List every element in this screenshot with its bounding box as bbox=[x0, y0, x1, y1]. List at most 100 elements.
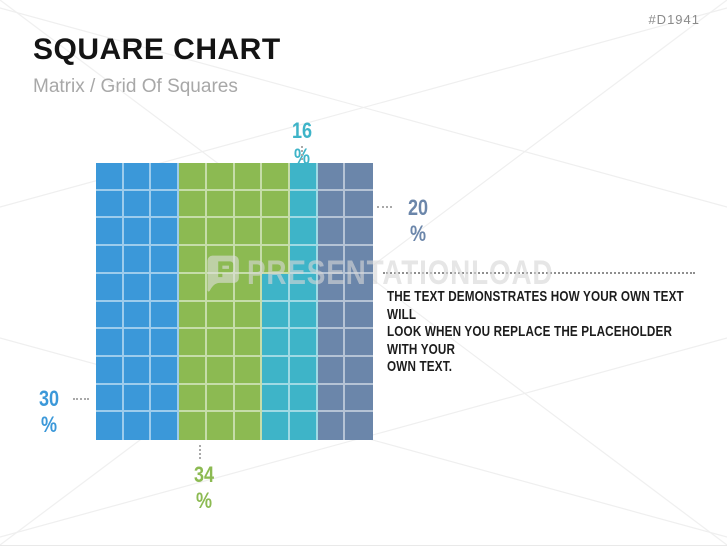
grid-cell bbox=[289, 301, 318, 330]
grid-cell bbox=[317, 218, 346, 247]
grid-cell bbox=[317, 356, 346, 385]
grid-cell bbox=[96, 412, 124, 440]
grid-cell bbox=[123, 412, 152, 440]
grid-cell bbox=[289, 246, 318, 274]
grid-cell bbox=[206, 218, 235, 247]
leader-line-slate bbox=[377, 206, 392, 208]
grid-cell bbox=[206, 190, 235, 219]
grid-cell bbox=[262, 246, 290, 274]
grid-cell bbox=[345, 356, 373, 385]
grid-cell bbox=[123, 384, 152, 413]
grid-cell bbox=[262, 301, 290, 330]
grid-cell bbox=[234, 190, 263, 219]
grid-cell bbox=[151, 163, 180, 191]
grid-cell bbox=[179, 329, 207, 357]
placeholder-text-line: LOOK WHEN YOU REPLACE THE PLACEHOLDER WI… bbox=[387, 323, 673, 358]
grid-cell bbox=[123, 218, 152, 247]
grid-cell bbox=[345, 301, 373, 330]
grid-cell bbox=[289, 163, 318, 191]
grid-cell bbox=[179, 273, 207, 302]
grid-cell bbox=[317, 273, 346, 302]
placeholder-text: THE TEXT DEMONSTRATES HOW YOUR OWN TEXT … bbox=[387, 288, 699, 376]
grid-cell bbox=[151, 273, 180, 302]
grid-cell bbox=[123, 190, 152, 219]
grid-cell bbox=[123, 356, 152, 385]
leader-line-green bbox=[199, 445, 201, 459]
grid-cell bbox=[345, 218, 373, 247]
grid-cell bbox=[234, 384, 263, 413]
grid-cell bbox=[262, 218, 290, 247]
grid-cell bbox=[234, 356, 263, 385]
grid-cell bbox=[151, 384, 180, 413]
grid-cell bbox=[289, 329, 318, 357]
grid-cell bbox=[179, 301, 207, 330]
grid-cell bbox=[96, 218, 124, 247]
grid-cell bbox=[234, 301, 263, 330]
grid-cell bbox=[96, 190, 124, 219]
grid-cell bbox=[345, 273, 373, 302]
grid-cell bbox=[289, 384, 318, 413]
grid-cell bbox=[151, 329, 180, 357]
grid-cell bbox=[151, 190, 180, 219]
grid-cell bbox=[234, 246, 263, 274]
grid-cell bbox=[234, 163, 263, 191]
grid-cell bbox=[345, 190, 373, 219]
grid-cell bbox=[123, 301, 152, 330]
leader-line-teal bbox=[301, 146, 303, 160]
grid-cell bbox=[206, 163, 235, 191]
grid-cell bbox=[289, 356, 318, 385]
waffle-grid bbox=[96, 163, 373, 440]
grid-cell bbox=[262, 384, 290, 413]
grid-cell bbox=[262, 412, 290, 440]
grid-cell bbox=[96, 163, 124, 191]
grid-cell bbox=[262, 356, 290, 385]
grid-cell bbox=[151, 356, 180, 385]
grid-cell bbox=[151, 412, 180, 440]
grid-cell bbox=[317, 301, 346, 330]
grid-cell bbox=[123, 273, 152, 302]
grid-cell bbox=[96, 329, 124, 357]
grid-cell bbox=[123, 246, 152, 274]
label-blue-percent: 30 % bbox=[38, 386, 60, 437]
grid-cell bbox=[262, 190, 290, 219]
grid-cell bbox=[206, 273, 235, 302]
grid-cell bbox=[317, 384, 346, 413]
placeholder-text-line: OWN TEXT. bbox=[387, 358, 453, 375]
grid-cell bbox=[289, 273, 318, 302]
leader-line-blue bbox=[73, 398, 89, 400]
grid-cell bbox=[151, 301, 180, 330]
grid-cell bbox=[234, 329, 263, 357]
grid-cell bbox=[151, 218, 180, 247]
grid-cell bbox=[317, 190, 346, 219]
grid-cell bbox=[345, 329, 373, 357]
grid-cell bbox=[206, 384, 235, 413]
grid-cell bbox=[96, 301, 124, 330]
grid-cell bbox=[289, 218, 318, 247]
grid-cell bbox=[234, 273, 263, 302]
grid-cell bbox=[179, 190, 207, 219]
grid-cell bbox=[206, 301, 235, 330]
grid-cell bbox=[345, 384, 373, 413]
grid-cell bbox=[289, 412, 318, 440]
placeholder-text-line: THE TEXT DEMONSTRATES HOW YOUR OWN TEXT … bbox=[387, 288, 684, 323]
grid-cell bbox=[234, 412, 263, 440]
grid-cell bbox=[262, 329, 290, 357]
page-title: SQUARE CHART bbox=[33, 33, 281, 66]
grid-cell bbox=[179, 246, 207, 274]
grid-cell bbox=[317, 163, 346, 191]
grid-cell bbox=[262, 163, 290, 191]
grid-cell bbox=[179, 384, 207, 413]
grid-cell bbox=[317, 329, 346, 357]
grid-cell bbox=[179, 218, 207, 247]
grid-cell bbox=[206, 246, 235, 274]
grid-cell bbox=[179, 163, 207, 191]
grid-cell bbox=[317, 412, 346, 440]
dotted-separator-line bbox=[383, 272, 695, 274]
grid-cell bbox=[345, 246, 373, 274]
grid-cell bbox=[234, 218, 263, 247]
label-slate-percent: 20 % bbox=[407, 195, 429, 246]
grid-cell bbox=[123, 329, 152, 357]
grid-cell bbox=[179, 356, 207, 385]
label-green-percent: 34 % bbox=[193, 462, 215, 513]
